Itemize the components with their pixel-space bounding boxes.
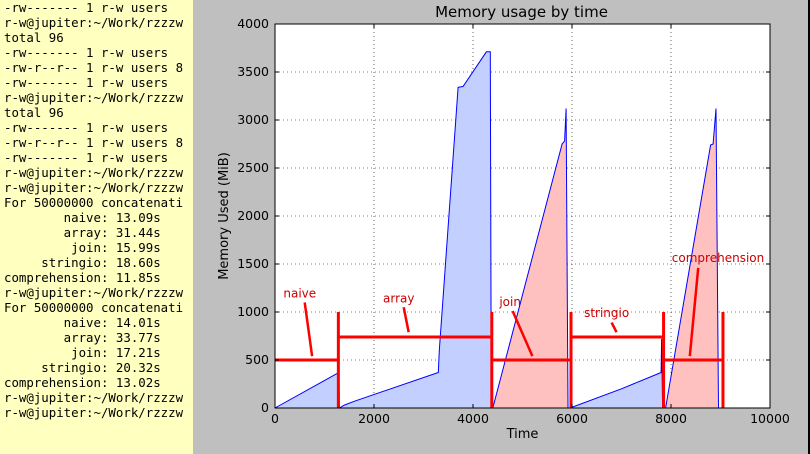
terminal-line: For 50000000 concatenati — [4, 300, 184, 315]
y-tick-label: 4000 — [237, 16, 269, 31]
series-area-2 — [570, 338, 663, 408]
terminal-line: array: 31.44s — [4, 225, 161, 240]
x-tick-label: 6000 — [556, 411, 588, 426]
series-line-2 — [569, 338, 664, 409]
terminal-line: naive: 14.01s — [4, 315, 161, 330]
annotation-arrow-comprehension — [688, 267, 700, 357]
annotation-label-comprehension: comprehension — [672, 251, 764, 265]
plot-window: Memory usage by time naive array join strin… — [193, 0, 808, 454]
annotation-arrow-array — [402, 306, 410, 333]
y-tick-label: 3500 — [237, 64, 269, 79]
terminal-line: r-w@jupiter:~/Work/rzzzw — [4, 285, 184, 300]
terminal-line: -rw------- 1 r-w users — [4, 75, 169, 90]
chart-svg: naive array join stringio comprehension 0 2000… — [217, 16, 790, 442]
terminal-line: total 96 — [4, 30, 64, 45]
terminal-line: stringio: 18.60s — [4, 255, 161, 270]
terminal-line: -rw------- 1 r-w users — [4, 45, 169, 60]
y-axis-label: Memory Used (MiB) — [217, 152, 232, 280]
x-tick-label: 10000 — [750, 411, 790, 426]
terminal-line: r-w@jupiter:~/Work/rzzzw — [4, 180, 184, 195]
annotation-arrow-stringio — [610, 321, 618, 333]
x-tick-label: 0 — [271, 411, 279, 426]
x-axis-label: Time — [506, 427, 539, 442]
y-tick-label: 3000 — [237, 112, 269, 127]
terminal-line: join: 15.99s — [4, 240, 161, 255]
y-tick-label: 0 — [261, 400, 269, 415]
terminal-line: join: 17.21s — [4, 345, 161, 360]
terminal-line: -rw-r--r-- 1 r-w users 8 — [4, 135, 184, 150]
terminal-line: For 50000000 concatenati — [4, 195, 184, 210]
terminal-line: stringio: 20.32s — [4, 360, 161, 375]
terminal-line: r-w@jupiter:~/Work/rzzzw — [4, 90, 184, 105]
series-line-3 — [665, 108, 719, 409]
annotation-label-stringio: stringio — [584, 306, 629, 320]
y-tick-label: 1000 — [237, 304, 269, 319]
terminal-line: comprehension: 11.85s — [4, 270, 161, 285]
x-tick-label: 4000 — [457, 411, 489, 426]
annotation-label-array: array — [383, 291, 414, 305]
annotation-arrow-naive — [303, 302, 314, 357]
terminal-line: -rw------- 1 r-w users — [4, 150, 169, 165]
y-tick-label: 1500 — [237, 256, 269, 271]
terminal-line: -rw-r--r-- 1 r-w users 8 — [4, 60, 184, 75]
x-tick-label: 8000 — [655, 411, 687, 426]
series-line-1 — [492, 108, 569, 409]
terminal-line: -rw------- 1 r-w users — [4, 0, 169, 15]
annotation-label-naive: naive — [283, 287, 316, 301]
annotation-arrow-join — [511, 310, 534, 357]
x-tick-label: 2000 — [358, 411, 390, 426]
terminal-line: r-w@jupiter:~/Work/rzzzw — [4, 165, 184, 180]
terminal-line: naive: 13.09s — [4, 210, 161, 225]
terminal-line: r-w@jupiter:~/Work/rzzzw — [4, 405, 184, 420]
y-tick-label: 2000 — [237, 208, 269, 223]
terminal-line: -rw------- 1 r-w users — [4, 120, 169, 135]
y-tick-label: 2500 — [237, 160, 269, 175]
terminal-line: total 96 — [4, 105, 64, 120]
annotation-label-join: join — [498, 295, 521, 309]
terminal-window[interactable]: -rw------- 1 r-w users r-w@jupiter:~/Work… — [0, 0, 193, 454]
series-area-1 — [492, 108, 568, 408]
terminal-line: array: 33.77s — [4, 330, 161, 345]
y-tick-label: 500 — [245, 352, 269, 367]
terminal-line: r-w@jupiter:~/Work/rzzzw — [4, 390, 184, 405]
chart-title: Memory usage by time — [435, 3, 608, 21]
terminal-line: r-w@jupiter:~/Work/rzzzw — [4, 15, 184, 30]
terminal-line: comprehension: 13.02s — [4, 375, 161, 390]
